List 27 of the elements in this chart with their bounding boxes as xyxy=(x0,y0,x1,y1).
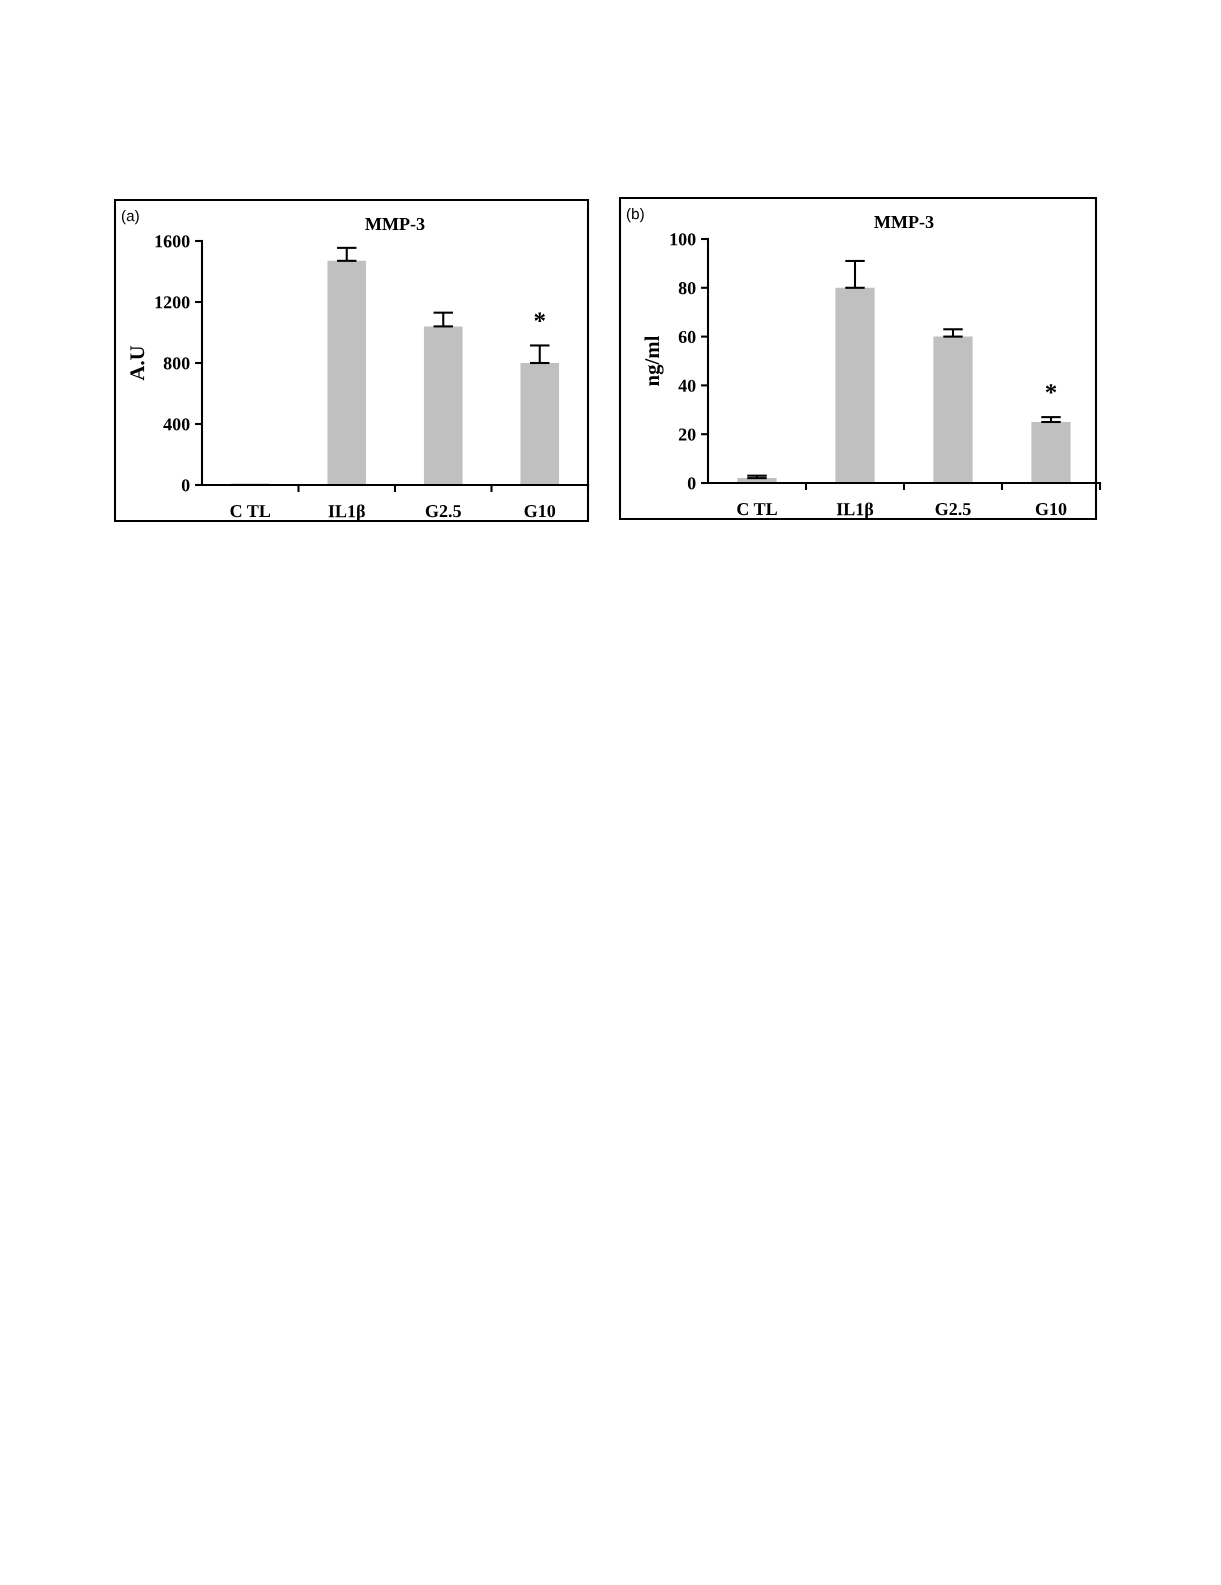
y-tick-label: 60 xyxy=(678,330,696,344)
chart-title: MMP-3 xyxy=(365,217,425,231)
y-tick-label: 1200 xyxy=(155,296,190,309)
x-tick-label: G10 xyxy=(1035,502,1067,516)
x-tick-label: G2.5 xyxy=(935,503,971,516)
x-tick-label: C TL xyxy=(737,503,777,516)
annotation: * xyxy=(1045,384,1057,394)
x-tick-label: C TL xyxy=(230,505,271,518)
y-tick-label: 80 xyxy=(678,282,696,295)
y-tick-label: 800 xyxy=(163,357,190,370)
annotation: * xyxy=(534,312,545,322)
x-tick-label: G2.5 xyxy=(425,505,461,518)
y-axis-title: A.U xyxy=(130,345,145,381)
y-tick-label: 1600 xyxy=(155,235,190,248)
chart-title: MMP-3 xyxy=(874,215,934,229)
y-tick-label: 40 xyxy=(678,379,696,392)
y-tick-label: 20 xyxy=(678,428,696,441)
x-tick-label: IL1β xyxy=(836,502,874,519)
y-tick-label: 0 xyxy=(181,479,190,492)
y-tick-label: 100 xyxy=(670,233,696,246)
text: (a) xyxy=(121,210,139,225)
y-tick-label: 0 xyxy=(687,477,696,490)
text: (b) xyxy=(626,208,644,223)
y-tick-label: 400 xyxy=(163,418,190,431)
x-tick-label: IL1β xyxy=(328,504,365,521)
x-tick-label: G10 xyxy=(524,504,556,518)
y-axis-title: ng/ml xyxy=(644,335,664,386)
